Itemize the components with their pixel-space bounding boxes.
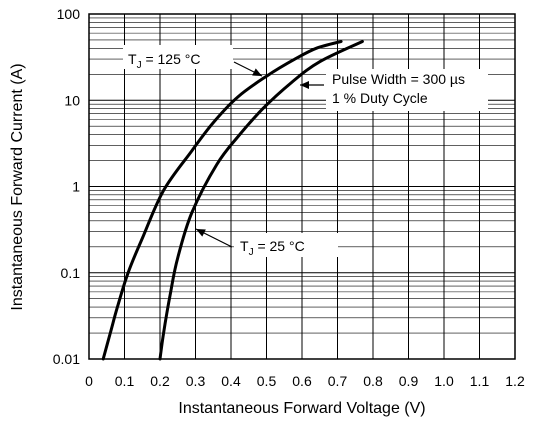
x-tick-label: 0.4 — [221, 373, 241, 389]
x-tick-label: 0.9 — [399, 373, 419, 389]
x-tick-label: 0.8 — [363, 373, 383, 389]
x-tick-label: 0.2 — [150, 373, 170, 389]
x-tick-label: 0 — [85, 373, 93, 389]
y-tick-labels: 0.01 0.1 1 10 100 — [53, 6, 80, 367]
y-tick-label: 1 — [72, 179, 80, 195]
x-axis-label: Instantaneous Forward Voltage (V) — [178, 400, 425, 417]
plot-border — [88, 13, 516, 360]
label-25c: TJ = 25 °C — [240, 238, 305, 258]
arrowhead-125c — [252, 68, 262, 76]
x-tick-label: 0.3 — [186, 373, 206, 389]
curve-tj-25c — [158, 40, 364, 361]
label-125c-rest: = 125 °C — [142, 51, 201, 67]
x-tick-label: 0.1 — [115, 373, 135, 389]
x-tick-label: 1.1 — [470, 373, 490, 389]
arrowhead-25c — [196, 229, 206, 237]
pulse-width-annotation: Pulse Width = 300 µs — [332, 71, 465, 87]
curves — [101, 40, 364, 361]
arrowhead-pulse — [300, 81, 309, 89]
duty-cycle-annotation: 1 % Duty Cycle — [332, 90, 428, 106]
curve-tj-125c — [101, 40, 343, 361]
y-tick-label: 10 — [64, 92, 80, 108]
y-tick-label: 0.1 — [61, 265, 81, 281]
label-25c-main: T — [240, 238, 249, 254]
x-tick-label: 0.6 — [292, 373, 312, 389]
label-125c-main: T — [128, 51, 137, 67]
pulse-annotation-bg — [326, 69, 488, 111]
label-125c-sub: J — [137, 60, 142, 71]
label-25c-sub: J — [249, 247, 254, 258]
y-tick-label: 100 — [57, 6, 81, 22]
y-tick-label: 0.01 — [53, 351, 80, 367]
y-axis-label: Instantaneous Forward Current (A) — [9, 63, 26, 310]
label-bg-25c — [234, 233, 338, 257]
x-tick-label: 0.7 — [328, 373, 348, 389]
label-25c-rest: = 25 °C — [254, 238, 305, 254]
x-tick-labels: 0 0.1 0.2 0.3 0.4 0.5 0.6 0.7 0.8 0.9 1.0 1.1 1.2 — [85, 373, 525, 389]
x-tick-label: 0.5 — [257, 373, 277, 389]
x-tick-label: 1.2 — [505, 373, 525, 389]
label-bg-125c — [123, 45, 233, 69]
x-tick-label: 1.0 — [434, 373, 454, 389]
label-125c: TJ = 125 °C — [128, 51, 200, 71]
